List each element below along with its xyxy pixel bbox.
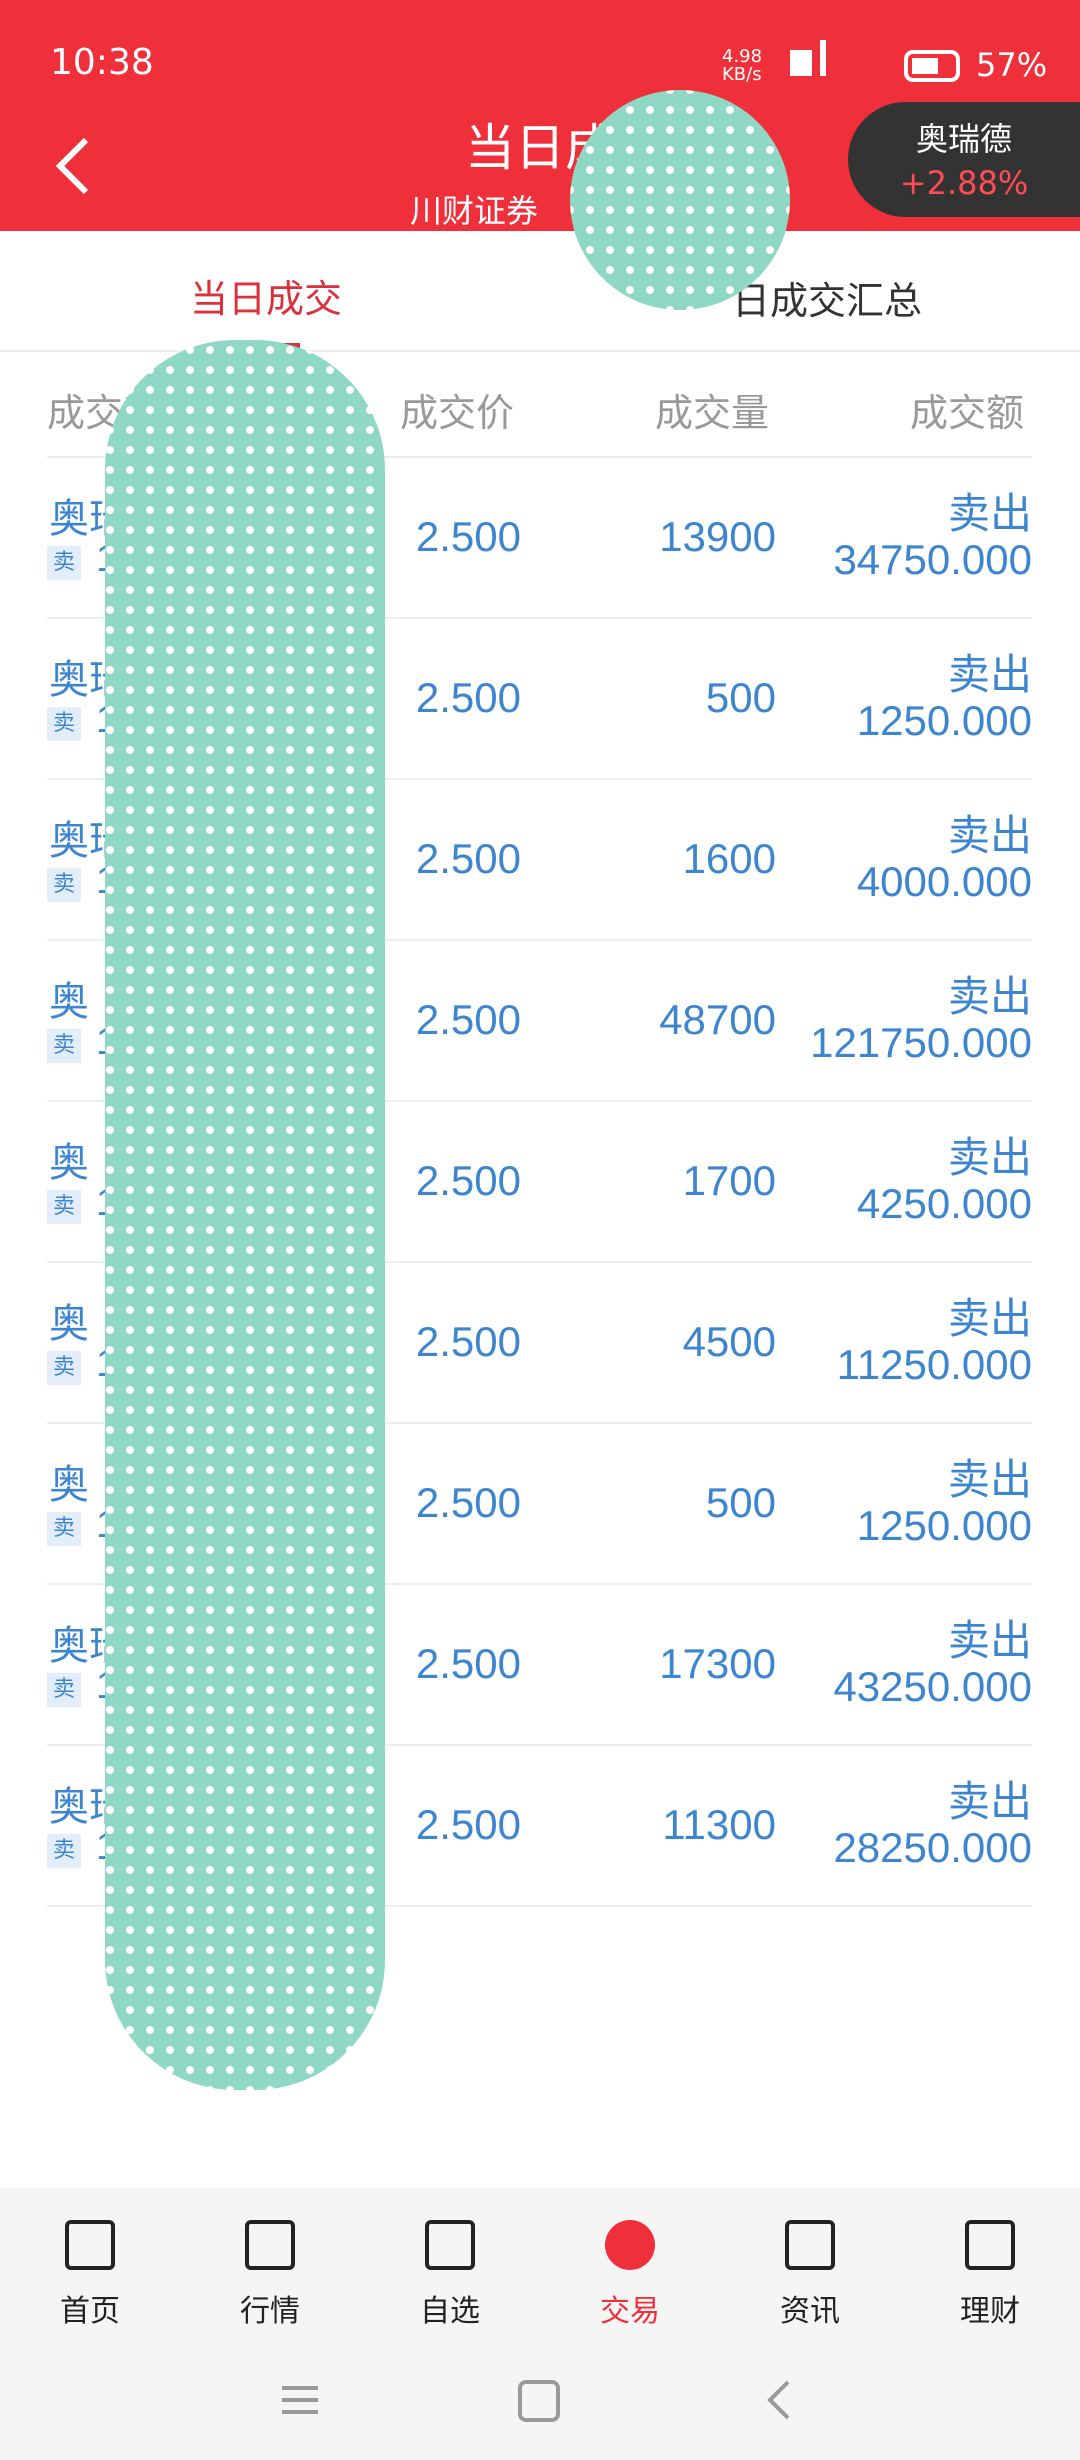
action: 卖出 bbox=[947, 1777, 1032, 1826]
amount: 34750.000 bbox=[833, 536, 1032, 583]
volume: 13900 bbox=[659, 513, 776, 560]
row-divider bbox=[47, 617, 1032, 619]
side-badge: 卖 bbox=[47, 707, 81, 741]
net-speed: 4.98 KB/s bbox=[722, 46, 763, 85]
home-button[interactable] bbox=[518, 2380, 560, 2422]
nav-label: 首页 bbox=[60, 2294, 120, 2329]
stock-change: +2.88% bbox=[899, 164, 1029, 202]
column-header[interactable]: 成交额 bbox=[909, 391, 1024, 435]
side-badge: 卖 bbox=[47, 1834, 81, 1868]
header: 10:38 4.98 KB/s 57% 当日成 川财证券 奥瑞德 +2.88% bbox=[0, 0, 1080, 231]
stock-name: 奥 bbox=[49, 1140, 89, 1186]
price: 2.500 bbox=[415, 1640, 521, 1687]
price: 2.500 bbox=[415, 1479, 521, 1526]
nav-icon bbox=[245, 2220, 295, 2270]
amount: 43250.000 bbox=[833, 1663, 1032, 1710]
stock-card[interactable]: 奥瑞德 +2.88% bbox=[848, 102, 1080, 217]
side-badge: 卖 bbox=[47, 1673, 81, 1707]
nav-icon bbox=[605, 2220, 655, 2270]
volume: 11300 bbox=[662, 1801, 776, 1848]
amount: 1250.000 bbox=[856, 1502, 1032, 1549]
action: 卖出 bbox=[947, 1455, 1032, 1504]
nav-item[interactable]: 首页 bbox=[0, 2190, 180, 2340]
row-divider bbox=[47, 778, 1032, 780]
price: 2.500 bbox=[415, 996, 521, 1043]
header-icons bbox=[55, 40, 960, 195]
stock-name: 奥 bbox=[49, 1301, 89, 1347]
system-nav bbox=[282, 2380, 790, 2422]
volume: 17300 bbox=[659, 1640, 776, 1687]
amount: 4000.000 bbox=[856, 858, 1032, 905]
nav-icon bbox=[785, 2220, 835, 2270]
row-divider bbox=[47, 939, 1032, 941]
action: 卖出 bbox=[947, 1133, 1032, 1182]
nav-label: 理财 bbox=[960, 2294, 1020, 2329]
side-badge: 卖 bbox=[47, 1351, 81, 1385]
nav-label: 交易 bbox=[600, 2294, 660, 2329]
action: 卖出 bbox=[947, 1294, 1032, 1343]
volume: 48700 bbox=[659, 996, 776, 1043]
side-badge: 卖 bbox=[47, 546, 81, 580]
price: 2.500 bbox=[415, 835, 521, 882]
row-divider bbox=[47, 1261, 1032, 1263]
amount: 4250.000 bbox=[856, 1180, 1032, 1227]
action: 卖出 bbox=[947, 650, 1032, 699]
volume: 1600 bbox=[682, 835, 776, 882]
nav-icon bbox=[965, 2220, 1015, 2270]
row-divider bbox=[47, 1100, 1032, 1102]
action: 卖出 bbox=[947, 1616, 1032, 1665]
row-divider bbox=[47, 456, 1032, 458]
clock: 10:38 bbox=[50, 42, 154, 83]
action: 卖出 bbox=[947, 489, 1032, 538]
amount: 121750.000 bbox=[810, 1019, 1032, 1066]
battery: 57% bbox=[976, 46, 1048, 84]
action: 卖出 bbox=[947, 811, 1032, 860]
stock-name: 奥瑞德 bbox=[915, 120, 1012, 158]
row-divider bbox=[47, 1583, 1032, 1585]
nav-item[interactable]: 资讯 bbox=[720, 2190, 900, 2340]
price: 2.500 bbox=[415, 1801, 521, 1848]
stock-name: 奥 bbox=[49, 979, 89, 1025]
row-divider bbox=[47, 1422, 1032, 1424]
side-badge: 卖 bbox=[47, 1029, 81, 1063]
redaction bbox=[105, 90, 790, 2090]
nav-label: 行情 bbox=[240, 2294, 300, 2329]
price: 2.500 bbox=[415, 513, 521, 560]
amount: 11250.000 bbox=[836, 1341, 1032, 1388]
amount: 1250.000 bbox=[856, 697, 1032, 744]
bottom-area bbox=[0, 2188, 1080, 2460]
volume: 500 bbox=[705, 1479, 776, 1526]
volume: 500 bbox=[705, 674, 776, 721]
nav-item[interactable]: 理财 bbox=[900, 2190, 1080, 2340]
nav-item[interactable]: 自选 bbox=[360, 2190, 540, 2340]
volume: 1700 bbox=[682, 1157, 776, 1204]
tab[interactable]: 日成交汇总 bbox=[732, 279, 923, 323]
broker: 川财证券 bbox=[410, 192, 539, 230]
side-badge: 卖 bbox=[47, 868, 81, 902]
nav-item[interactable]: 交易 bbox=[540, 2190, 720, 2340]
side-badge: 卖 bbox=[47, 1512, 81, 1546]
nav-icon bbox=[65, 2220, 115, 2270]
action: 卖出 bbox=[947, 972, 1032, 1021]
side-badge: 卖 bbox=[47, 1190, 81, 1224]
column-header[interactable]: 成交量 bbox=[654, 391, 769, 435]
row-divider bbox=[47, 1744, 1032, 1746]
volume: 4500 bbox=[682, 1318, 776, 1365]
amount: 28250.000 bbox=[833, 1824, 1032, 1871]
price: 2.500 bbox=[415, 674, 521, 721]
row-divider bbox=[47, 1905, 1032, 1907]
column-header[interactable]: 成交价 bbox=[399, 391, 514, 435]
tab[interactable]: 当日成交 bbox=[190, 277, 343, 321]
divider bbox=[0, 350, 1080, 352]
price: 2.500 bbox=[415, 1318, 521, 1365]
stock-name: 奥 bbox=[49, 1462, 89, 1508]
nav-label: 资讯 bbox=[780, 2294, 840, 2329]
price: 2.500 bbox=[415, 1157, 521, 1204]
nav-icon bbox=[425, 2220, 475, 2270]
nav-label: 自选 bbox=[420, 2294, 480, 2329]
back-icon[interactable] bbox=[55, 137, 89, 195]
nav-item[interactable]: 行情 bbox=[180, 2190, 360, 2340]
